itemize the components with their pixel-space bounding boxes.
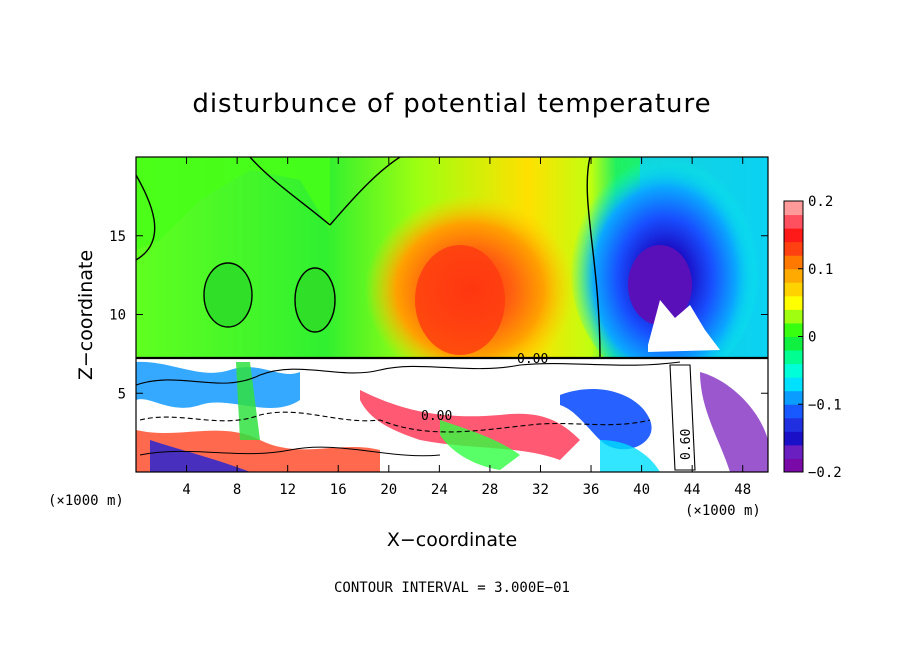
x-tick-label: 40 (633, 482, 650, 498)
colorbar-swatch (784, 322, 803, 337)
colorbar-labels: 0.2 0.1 0 −0.1 −0.2 (798, 194, 842, 481)
x-tick-label: 12 (279, 482, 296, 498)
contour-label-3: 0.00 (421, 409, 452, 424)
chart-title: disturbunce of potential temperature (192, 89, 711, 119)
cold-core (628, 245, 692, 325)
contour-interval-note: CONTOUR INTERVAL = 3.000E−01 (334, 580, 570, 596)
colorbar-swatch (784, 241, 803, 256)
x-tick-label: 4 (182, 482, 190, 498)
contour-zero-upper (136, 157, 601, 358)
colorbar-tick-label: 0.2 (808, 194, 833, 210)
green-blob-left (204, 263, 252, 327)
colorbar-swatch (784, 444, 803, 459)
warm-plume-core (415, 245, 505, 355)
x-tick-label: 36 (583, 482, 600, 498)
x-tick-label: 32 (532, 482, 549, 498)
x-axis-label: X−coordinate (387, 529, 517, 551)
colorbar-tick-label: −0.1 (808, 397, 842, 413)
colorbar-swatch (784, 268, 803, 283)
colorbar-swatch (784, 309, 803, 324)
colorbar-swatch (784, 377, 803, 392)
x-unit-left: (×1000 m) (48, 493, 124, 509)
y-tick-label: 5 (118, 386, 126, 402)
green-blob-mid (295, 268, 335, 332)
lower-mix-5 (440, 420, 520, 470)
colorbar-swatch (784, 431, 803, 446)
colorbar-swatch (784, 404, 803, 419)
contour-lower-1 (136, 361, 681, 386)
colorbar-swatch (784, 390, 803, 405)
lower-mix-9 (600, 440, 660, 472)
colorbar-swatch (784, 228, 803, 243)
lower-mix-1 (136, 361, 300, 409)
contour-lower-2 (139, 411, 651, 433)
x-tick-label: 16 (330, 482, 347, 498)
colorbar-tick-label: −0.2 (808, 465, 842, 481)
colorbar (783, 200, 804, 473)
colorbar-swatch (784, 282, 803, 297)
colorbar-swatch (784, 201, 803, 216)
colorbar-swatch (784, 295, 803, 310)
x-tick-label: 24 (431, 482, 448, 498)
contour-label-1: 0.00 (517, 352, 548, 367)
colorbar-swatch (784, 458, 803, 473)
green-upper-left (136, 157, 330, 250)
x-tick-label: 48 (734, 482, 751, 498)
plot-area (136, 157, 768, 472)
lower-mix-7 (700, 372, 768, 472)
colorbar-swatch (784, 336, 803, 351)
contour-lower-3 (669, 364, 696, 471)
contour-lower-4 (139, 446, 441, 457)
x-tick-label: 20 (380, 482, 397, 498)
lower-mix-4 (560, 389, 652, 450)
lower-mix-8 (150, 440, 250, 472)
x-unit-right: (×1000 m) (685, 503, 761, 519)
lower-mix-3 (360, 390, 580, 460)
x-axis-ticks: 4 8 12 16 20 24 28 32 36 40 44 48 (182, 157, 751, 498)
white-notch (648, 300, 720, 352)
colorbar-swatch (784, 363, 803, 378)
colorbar-tick-label: 0.1 (808, 262, 833, 278)
y-tick-label: 15 (109, 229, 126, 245)
contour-label-2: 0.60 (679, 429, 694, 460)
y-axis-ticks: 5 10 15 (109, 229, 768, 402)
colorbar-tick-label: 0 (808, 330, 816, 346)
y-tick-label: 10 (109, 308, 126, 324)
x-tick-label: 44 (684, 482, 701, 498)
colorbar-swatch (784, 214, 803, 229)
x-tick-label: 8 (233, 482, 241, 498)
contour-blob-left (203, 262, 253, 328)
colorbar-swatch (784, 417, 803, 432)
colorbar-swatch (784, 255, 803, 270)
colorbar-swatch (784, 350, 803, 365)
contour-blob-mid (294, 267, 336, 333)
x-tick-label: 28 (481, 482, 498, 498)
y-axis-label: Z−coordinate (75, 250, 97, 380)
